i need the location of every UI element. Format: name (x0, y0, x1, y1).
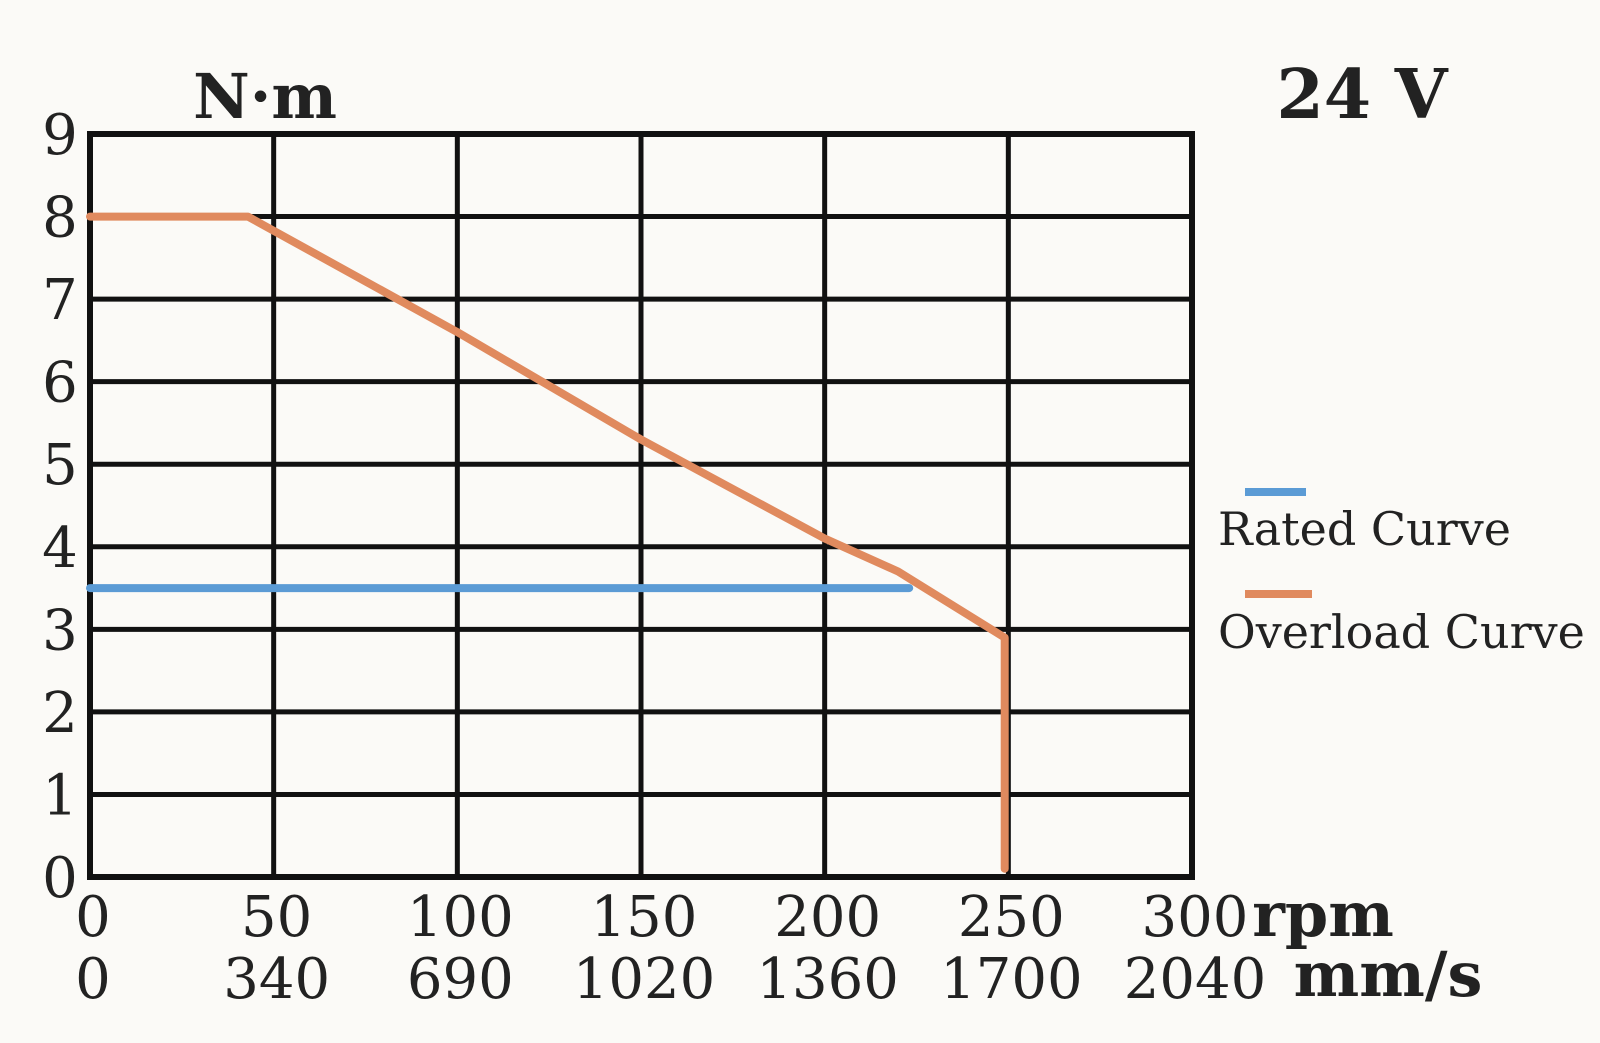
y-tick-label: 0 (42, 846, 78, 911)
plot-frame (87, 131, 1195, 880)
y-tick-label: 1 (42, 763, 78, 828)
x-tick-label-rpm: 250 (958, 885, 1065, 950)
legend-label-rated-curve: Rated Curve (1218, 502, 1511, 556)
y-tick-label: 9 (42, 103, 78, 168)
y-tick-label: 5 (42, 433, 78, 498)
x-tick-label-rpm: 100 (407, 885, 514, 950)
x-tick-label-mms: 0 (75, 947, 111, 1012)
x-axis-unit-rpm: rpm (1252, 878, 1394, 951)
series-line-overload-curve (86, 212, 1009, 873)
y-tick-label: 6 (42, 351, 78, 416)
y-axis-unit-label: N·m (193, 60, 337, 133)
x-tick-label-rpm: 50 (241, 885, 312, 950)
x-tick-label-rpm: 300 (1142, 885, 1249, 950)
y-tick-label: 3 (42, 598, 78, 663)
y-tick-label: 2 (42, 681, 78, 746)
x-tick-label-rpm: 0 (75, 885, 111, 950)
legend-label-overload-curve: Overload Curve (1218, 605, 1585, 659)
x-tick-label-mms: 2040 (1124, 947, 1267, 1012)
x-tick-label-mms: 1020 (573, 947, 716, 1012)
chart-series (86, 212, 1009, 873)
y-tick-label: 8 (42, 186, 78, 251)
y-tick-label: 7 (42, 268, 78, 333)
x-tick-label-rpm: 200 (774, 885, 881, 950)
chart-labels: 0 1 2 3 4 5 6 7 8 9 0 50 100 150 200 250 300 0 340 690 1020 1… (42, 55, 1585, 1012)
x-axis-unit-mms: mm/s (1294, 938, 1483, 1011)
x-tick-label-mms: 1360 (756, 947, 899, 1012)
y-tick-label: 4 (42, 516, 78, 581)
x-tick-label-rpm: 150 (591, 885, 698, 950)
x-tick-label-mms: 340 (223, 947, 330, 1012)
x-tick-label-mms: 1700 (940, 947, 1083, 1012)
x-tick-label-mms: 690 (407, 947, 514, 1012)
chart-grid (87, 131, 1195, 880)
voltage-label: 24 V (1276, 55, 1448, 135)
